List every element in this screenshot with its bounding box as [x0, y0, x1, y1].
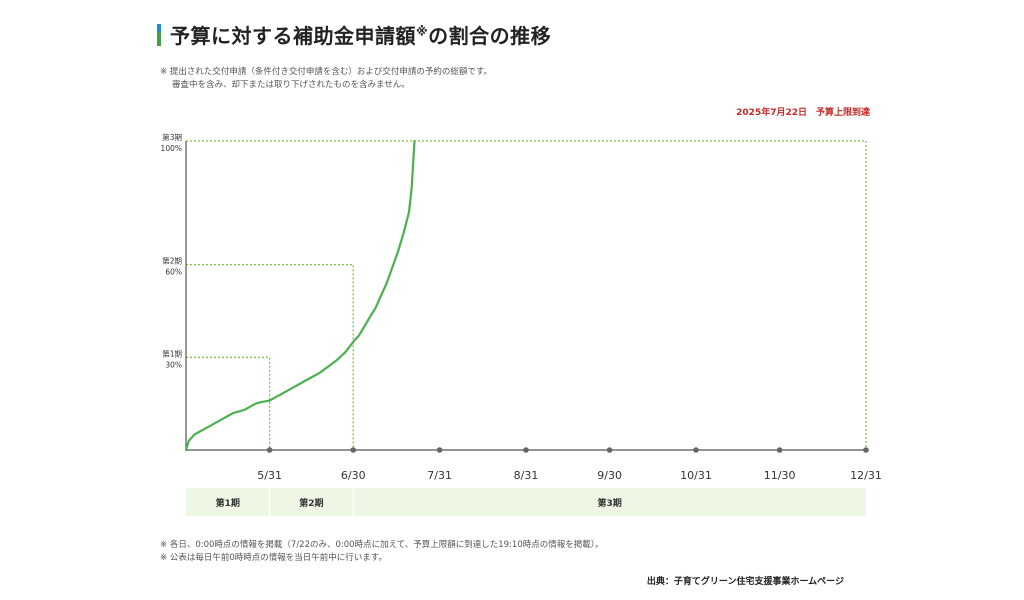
x-tick-label-5: 9/30 [597, 469, 622, 482]
title-footnote-mark: ※ [416, 24, 429, 39]
note-bottom-1: ※ 各日、0:00時点の情報を掲載（7/22のみ、0:00時点に加えて、予算上限… [160, 540, 604, 550]
x-tick-dot-5 [606, 447, 613, 453]
title-suffix: の割合の推移 [428, 24, 552, 48]
period-band-label-2: 第2期 [299, 497, 323, 509]
deadline-note: 2025年7月22日 予算上限到達 [736, 108, 870, 118]
x-tick-dot-3 [436, 447, 443, 453]
note-bottom-2: ※ 公表は毎日午前0時時点の情報を当日午前中に行います。 [160, 553, 387, 563]
x-tick-label-4: 8/31 [514, 469, 539, 482]
y-tick-label-2: 第2期 [162, 256, 182, 266]
x-tick-label-3: 7/31 [427, 469, 452, 482]
note-top-1: ※ 提出された交付申請（条件付き交付申請を含む）および交付申請の予約の総額です。 [160, 67, 492, 77]
x-tick-dot-8 [863, 447, 869, 453]
chart-title-block: 予算に対する補助金申請額※の割合の推移 [157, 20, 551, 49]
x-tick-label-7: 11/30 [764, 469, 796, 482]
x-tick-dot-6 [693, 447, 699, 453]
x-tick-dot-7 [776, 447, 783, 453]
x-tick-label-6: 10/31 [680, 469, 712, 482]
y-tick-label-1: 第1期 [162, 348, 182, 358]
period-band-label-1: 第1期 [216, 497, 240, 509]
note-top-2: 審査中を含み、却下または取り下げされたものを含みません。 [172, 80, 410, 90]
x-tick-label-1: 5/31 [257, 469, 282, 482]
period-band-label-3: 第3期 [597, 497, 621, 509]
chart-title: 予算に対する補助金申請額※の割合の推移 [170, 20, 551, 49]
y-tick-value-1: 30% [165, 360, 182, 369]
x-tick-dot-1 [266, 447, 273, 453]
period-band [186, 488, 866, 516]
x-tick-label-2: 6/30 [341, 469, 366, 482]
period-guide-3 [186, 140, 867, 450]
x-tick-dot-2 [350, 447, 357, 453]
x-tick-dot-4 [523, 447, 529, 453]
title-accent-bar [157, 23, 161, 46]
y-tick-value-3: 100% [161, 144, 182, 153]
title-main: 予算に対する補助金申請額 [170, 24, 416, 48]
y-tick-value-2: 60% [165, 268, 182, 277]
period-guide-1 [186, 356, 271, 450]
series-line-1 [184, 139, 416, 452]
x-tick-label-8: 12/31 [850, 469, 882, 482]
source-credit: 出典：子育てグリーン住宅支援事業ホームページ [646, 577, 844, 587]
y-tick-label-3: 第3期 [162, 132, 182, 142]
